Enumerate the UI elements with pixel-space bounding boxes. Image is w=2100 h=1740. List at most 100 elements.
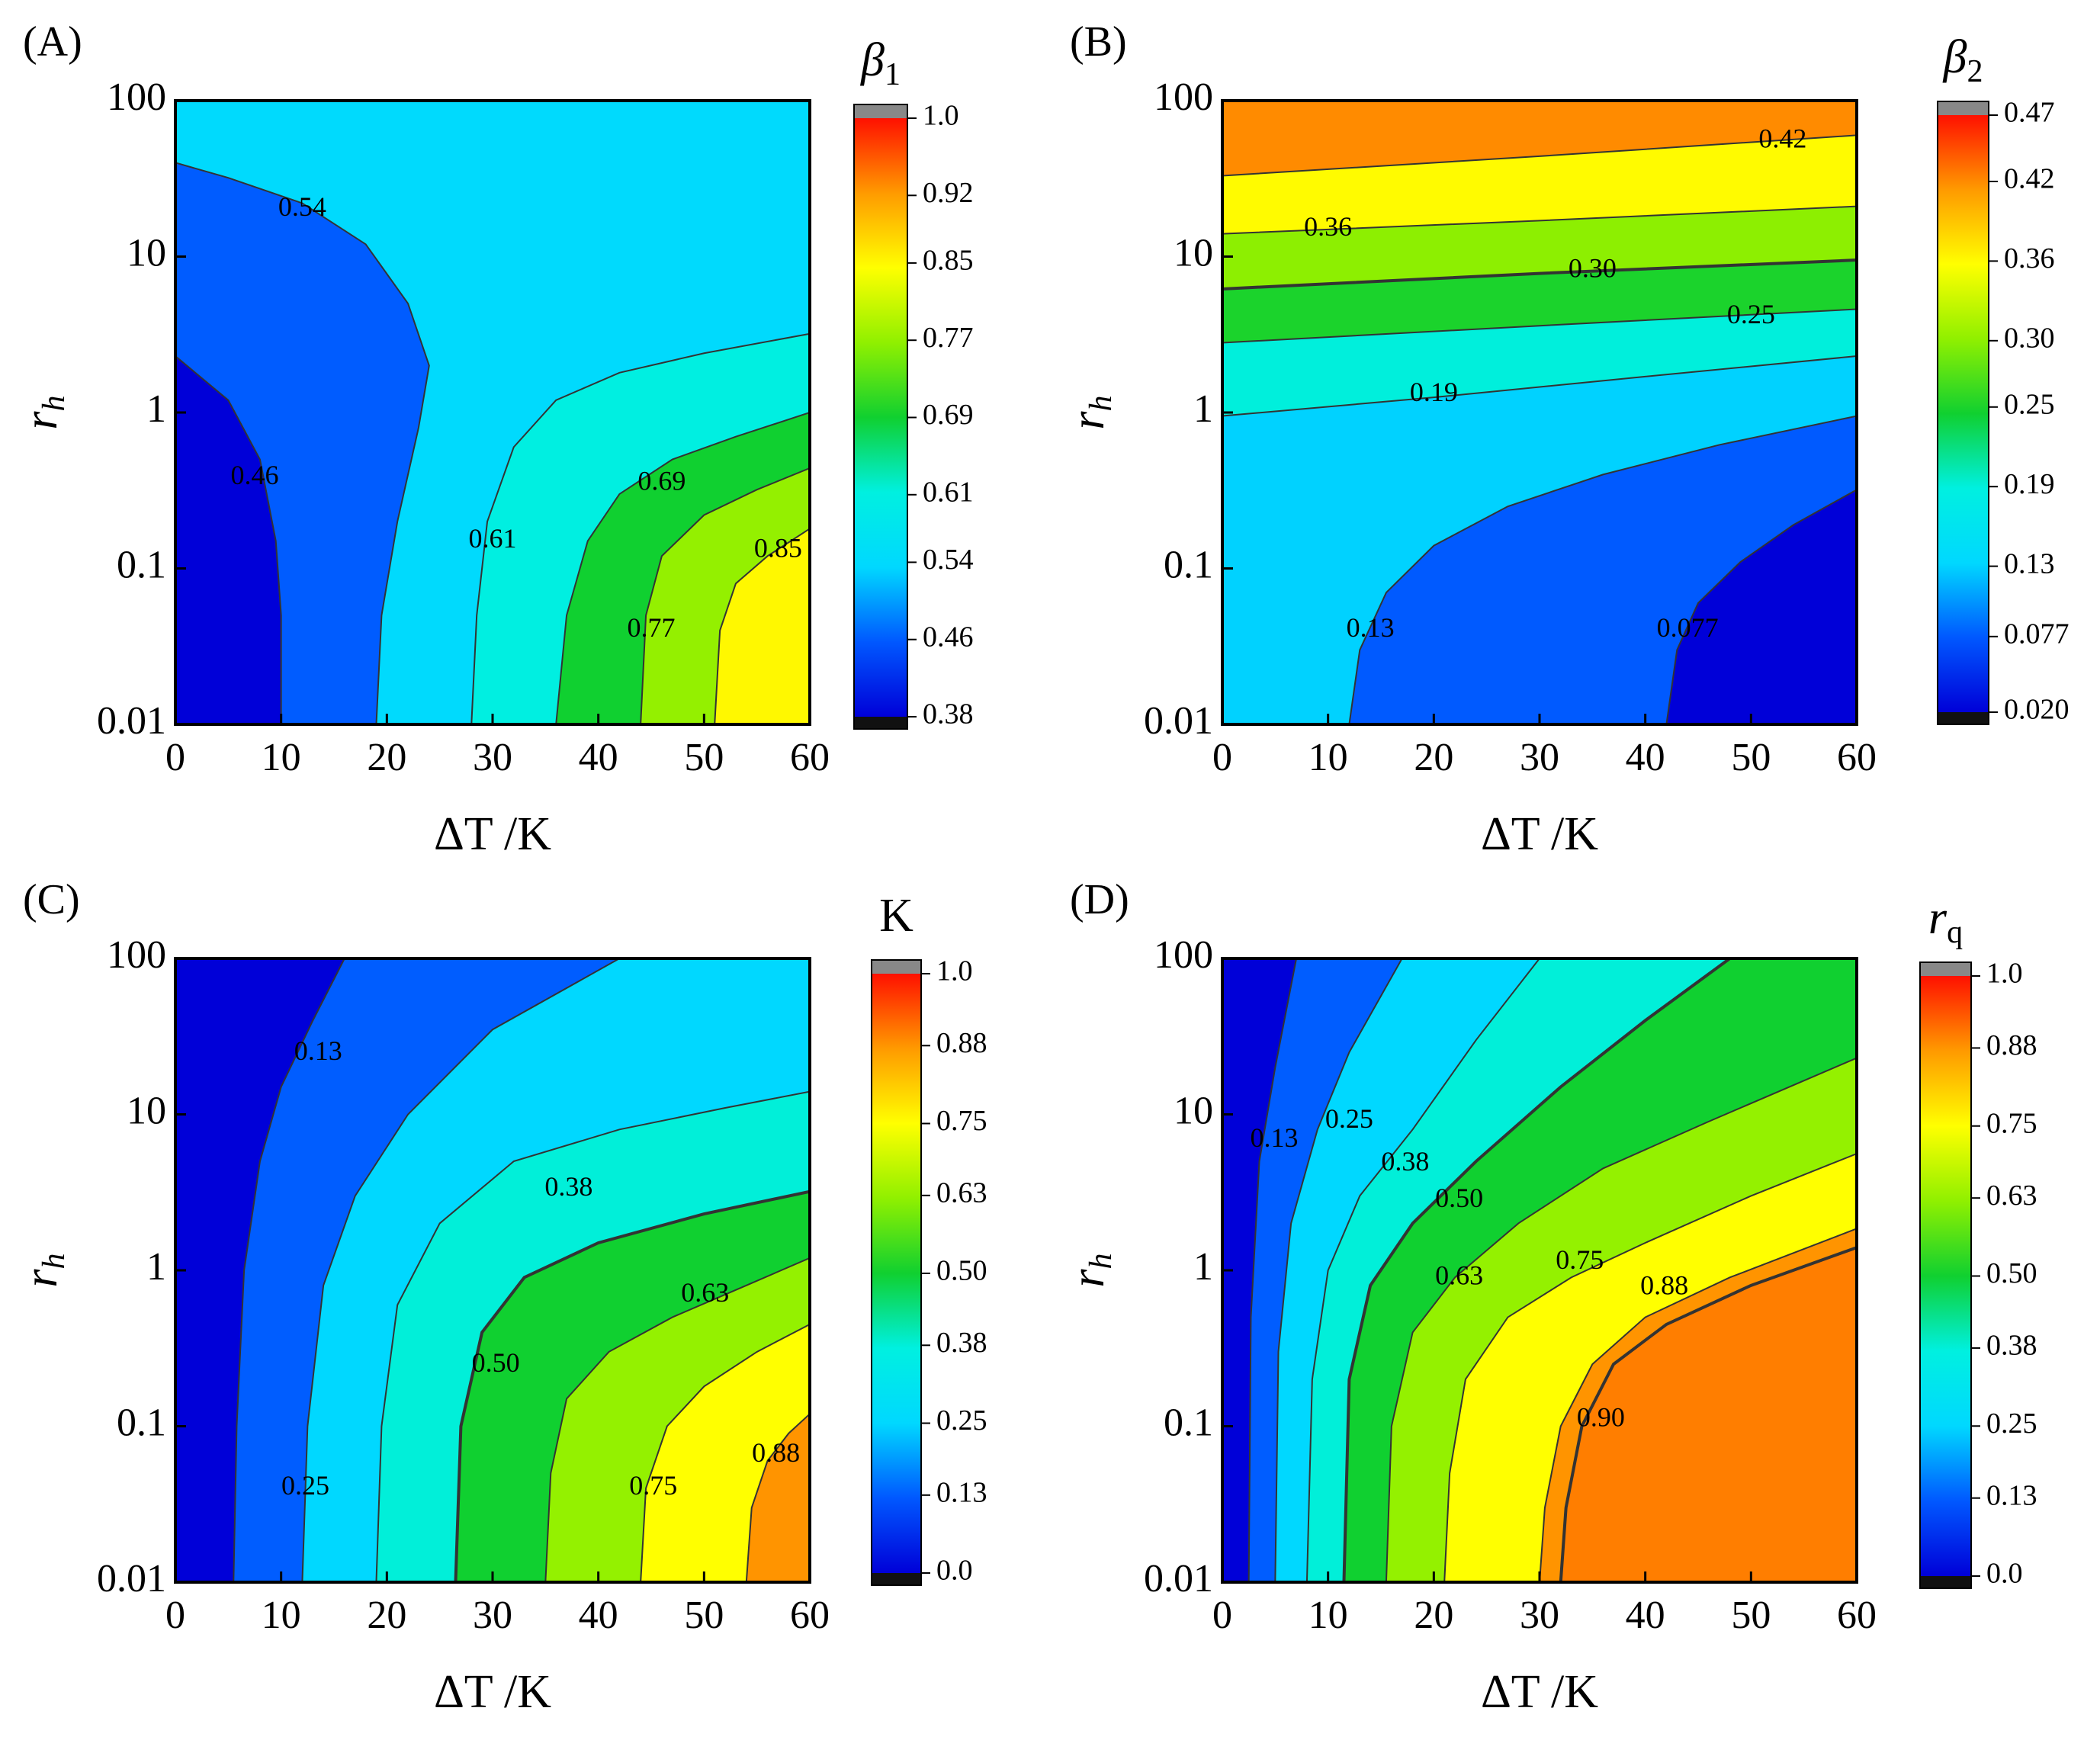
contour-line bbox=[640, 467, 810, 724]
y-tick-label: 1 bbox=[146, 387, 166, 431]
x-tick-label: 10 bbox=[262, 1594, 301, 1637]
contour-line bbox=[1342, 958, 1731, 1582]
x-tick-label: 0 bbox=[165, 736, 185, 779]
colorbar-tick-label: 0.50 bbox=[936, 1255, 987, 1287]
colorbar-under bbox=[854, 717, 907, 729]
contour-line bbox=[1385, 1057, 1857, 1582]
y-axis-label-base: r bbox=[1062, 411, 1114, 430]
colorbar-tick-label: 0.077 bbox=[2004, 618, 2069, 650]
plot-area: 0.46 0.54 0.61 0.69 0.77 0.85 bbox=[175, 101, 810, 724]
colorbar-tick-label: 0.46 bbox=[923, 621, 974, 653]
contour-fill bbox=[1560, 1247, 1857, 1582]
colorbar-title-base: K bbox=[879, 890, 914, 942]
contour-label: 0.46 bbox=[231, 460, 279, 490]
contour-label: 0.50 bbox=[1435, 1183, 1483, 1213]
contour-line bbox=[1222, 258, 1857, 291]
contour-label: 0.42 bbox=[1758, 123, 1806, 153]
x-tick-label: 0 bbox=[1212, 1594, 1232, 1637]
contour-line bbox=[1222, 355, 1857, 417]
contour-label: 0.88 bbox=[1640, 1270, 1688, 1300]
x-axis-label: ΔT /K bbox=[1481, 1666, 1598, 1718]
contour-label: 0.077 bbox=[1657, 612, 1719, 643]
colorbar-tick-label: 0.88 bbox=[1986, 1029, 2037, 1061]
contour-line bbox=[1305, 958, 1540, 1582]
contour-fill bbox=[1222, 101, 1857, 176]
contour-label: 0.13 bbox=[1347, 612, 1395, 643]
colorbar-tick-label: 0.0 bbox=[936, 1555, 973, 1587]
contour-line bbox=[1443, 1153, 1857, 1582]
contour-line bbox=[745, 1413, 810, 1582]
y-tick-label: 0.1 bbox=[1164, 543, 1213, 586]
x-tick-label: 50 bbox=[684, 736, 724, 779]
contour-line bbox=[301, 958, 620, 1582]
x-axis-label: ΔT /K bbox=[1481, 808, 1598, 860]
contour-line bbox=[470, 332, 810, 724]
colorbar-tick-label: 0.92 bbox=[923, 177, 974, 209]
colorbar-title-base: β bbox=[860, 34, 885, 86]
panel: 0.46 0.54 0.61 0.69 0.77 0.85 0 10 20 30 40 50 60 0.0… bbox=[15, 18, 973, 860]
contour-line bbox=[1274, 958, 1403, 1582]
contour-label: 0.90 bbox=[1577, 1401, 1625, 1432]
x-tick-label: 60 bbox=[1837, 1594, 1877, 1637]
x-tick-label: 20 bbox=[1414, 736, 1453, 779]
y-tick-label: 0.01 bbox=[97, 699, 166, 743]
colorbar-tick-label: 0.54 bbox=[923, 544, 974, 576]
contour-label: 0.61 bbox=[469, 523, 517, 554]
contour-label: 0.25 bbox=[281, 1470, 329, 1501]
x-axis-label: ΔT /K bbox=[434, 1666, 551, 1718]
x-tick-label: 20 bbox=[1414, 1594, 1453, 1637]
y-axis-label-sub: h bbox=[37, 1253, 72, 1269]
x-tick-label: 60 bbox=[790, 1594, 830, 1637]
colorbar-tick-label: 0.13 bbox=[936, 1477, 987, 1509]
y-tick-label: 100 bbox=[107, 75, 166, 119]
y-tick-label: 10 bbox=[1174, 1089, 1213, 1132]
colorbar-tick-label: 0.0 bbox=[1986, 1558, 2023, 1590]
y-axis-label: rh bbox=[1062, 395, 1118, 429]
x-tick-label: 50 bbox=[1731, 1594, 1771, 1637]
contour-label: 0.30 bbox=[1569, 252, 1617, 283]
colorbar-tick-label: 0.63 bbox=[936, 1177, 987, 1209]
contour-label: 0.75 bbox=[629, 1470, 677, 1501]
panel-label: (D) bbox=[1070, 876, 1129, 923]
x-tick-label: 10 bbox=[1308, 1594, 1348, 1637]
colorbar-title: rq bbox=[1928, 892, 1963, 949]
contour-label: 0.69 bbox=[637, 466, 686, 496]
y-axis-label-base: r bbox=[15, 411, 67, 430]
panel-label: (C) bbox=[23, 876, 80, 923]
contour-line bbox=[1665, 489, 1857, 724]
contour-label: 0.38 bbox=[544, 1171, 592, 1202]
contour-label: 0.63 bbox=[1435, 1260, 1483, 1291]
y-axis-label: rh bbox=[15, 1253, 71, 1287]
colorbar-under bbox=[872, 1573, 921, 1585]
panel: 0.13 0.25 0.38 0.50 0.63 0.75 0.88 0 10 20 30 40 50 6… bbox=[15, 876, 987, 1718]
colorbar-tick-label: 0.13 bbox=[1986, 1479, 2037, 1511]
colorbar-over bbox=[1920, 962, 1971, 976]
colorbar-tick-label: 0.75 bbox=[936, 1105, 987, 1137]
y-tick-label: 0.01 bbox=[1144, 699, 1213, 743]
colorbar-tick-label: 0.50 bbox=[1986, 1257, 2037, 1289]
contour-line bbox=[1222, 308, 1857, 344]
y-tick-label: 0.1 bbox=[117, 543, 166, 586]
contour-line bbox=[1559, 1246, 1857, 1582]
y-axis-label-sub: h bbox=[1084, 1253, 1119, 1269]
colorbar-tick-label: 0.88 bbox=[936, 1027, 987, 1059]
contour-line bbox=[544, 1257, 810, 1582]
colorbar-tick-label: 0.63 bbox=[1986, 1180, 2037, 1212]
contour-line bbox=[454, 1189, 810, 1582]
colorbar-tick-label: 0.75 bbox=[1986, 1107, 2037, 1139]
colorbar-tick-label: 0.19 bbox=[2004, 468, 2055, 500]
colorbar-tick-label: 0.25 bbox=[936, 1405, 987, 1437]
y-axis-label-sub: h bbox=[1084, 395, 1119, 411]
colorbar-tick-label: 0.020 bbox=[2004, 694, 2069, 726]
colorbar-tick-label: 1.0 bbox=[936, 955, 973, 987]
colorbar-tick-label: 0.85 bbox=[923, 245, 974, 277]
contour-label: 0.19 bbox=[1410, 377, 1458, 407]
contour-line bbox=[640, 1324, 810, 1582]
panel: 0.077 0.13 0.19 0.25 0.30 0.36 0.42 0 10 20 30 40 50… bbox=[1062, 18, 2069, 860]
colorbar-tick-label: 0.47 bbox=[2004, 97, 2055, 129]
contour-label: 0.50 bbox=[472, 1347, 520, 1378]
contour-label: 0.85 bbox=[754, 532, 802, 563]
contour-line bbox=[1539, 1228, 1857, 1582]
contour-label: 0.88 bbox=[752, 1437, 800, 1468]
